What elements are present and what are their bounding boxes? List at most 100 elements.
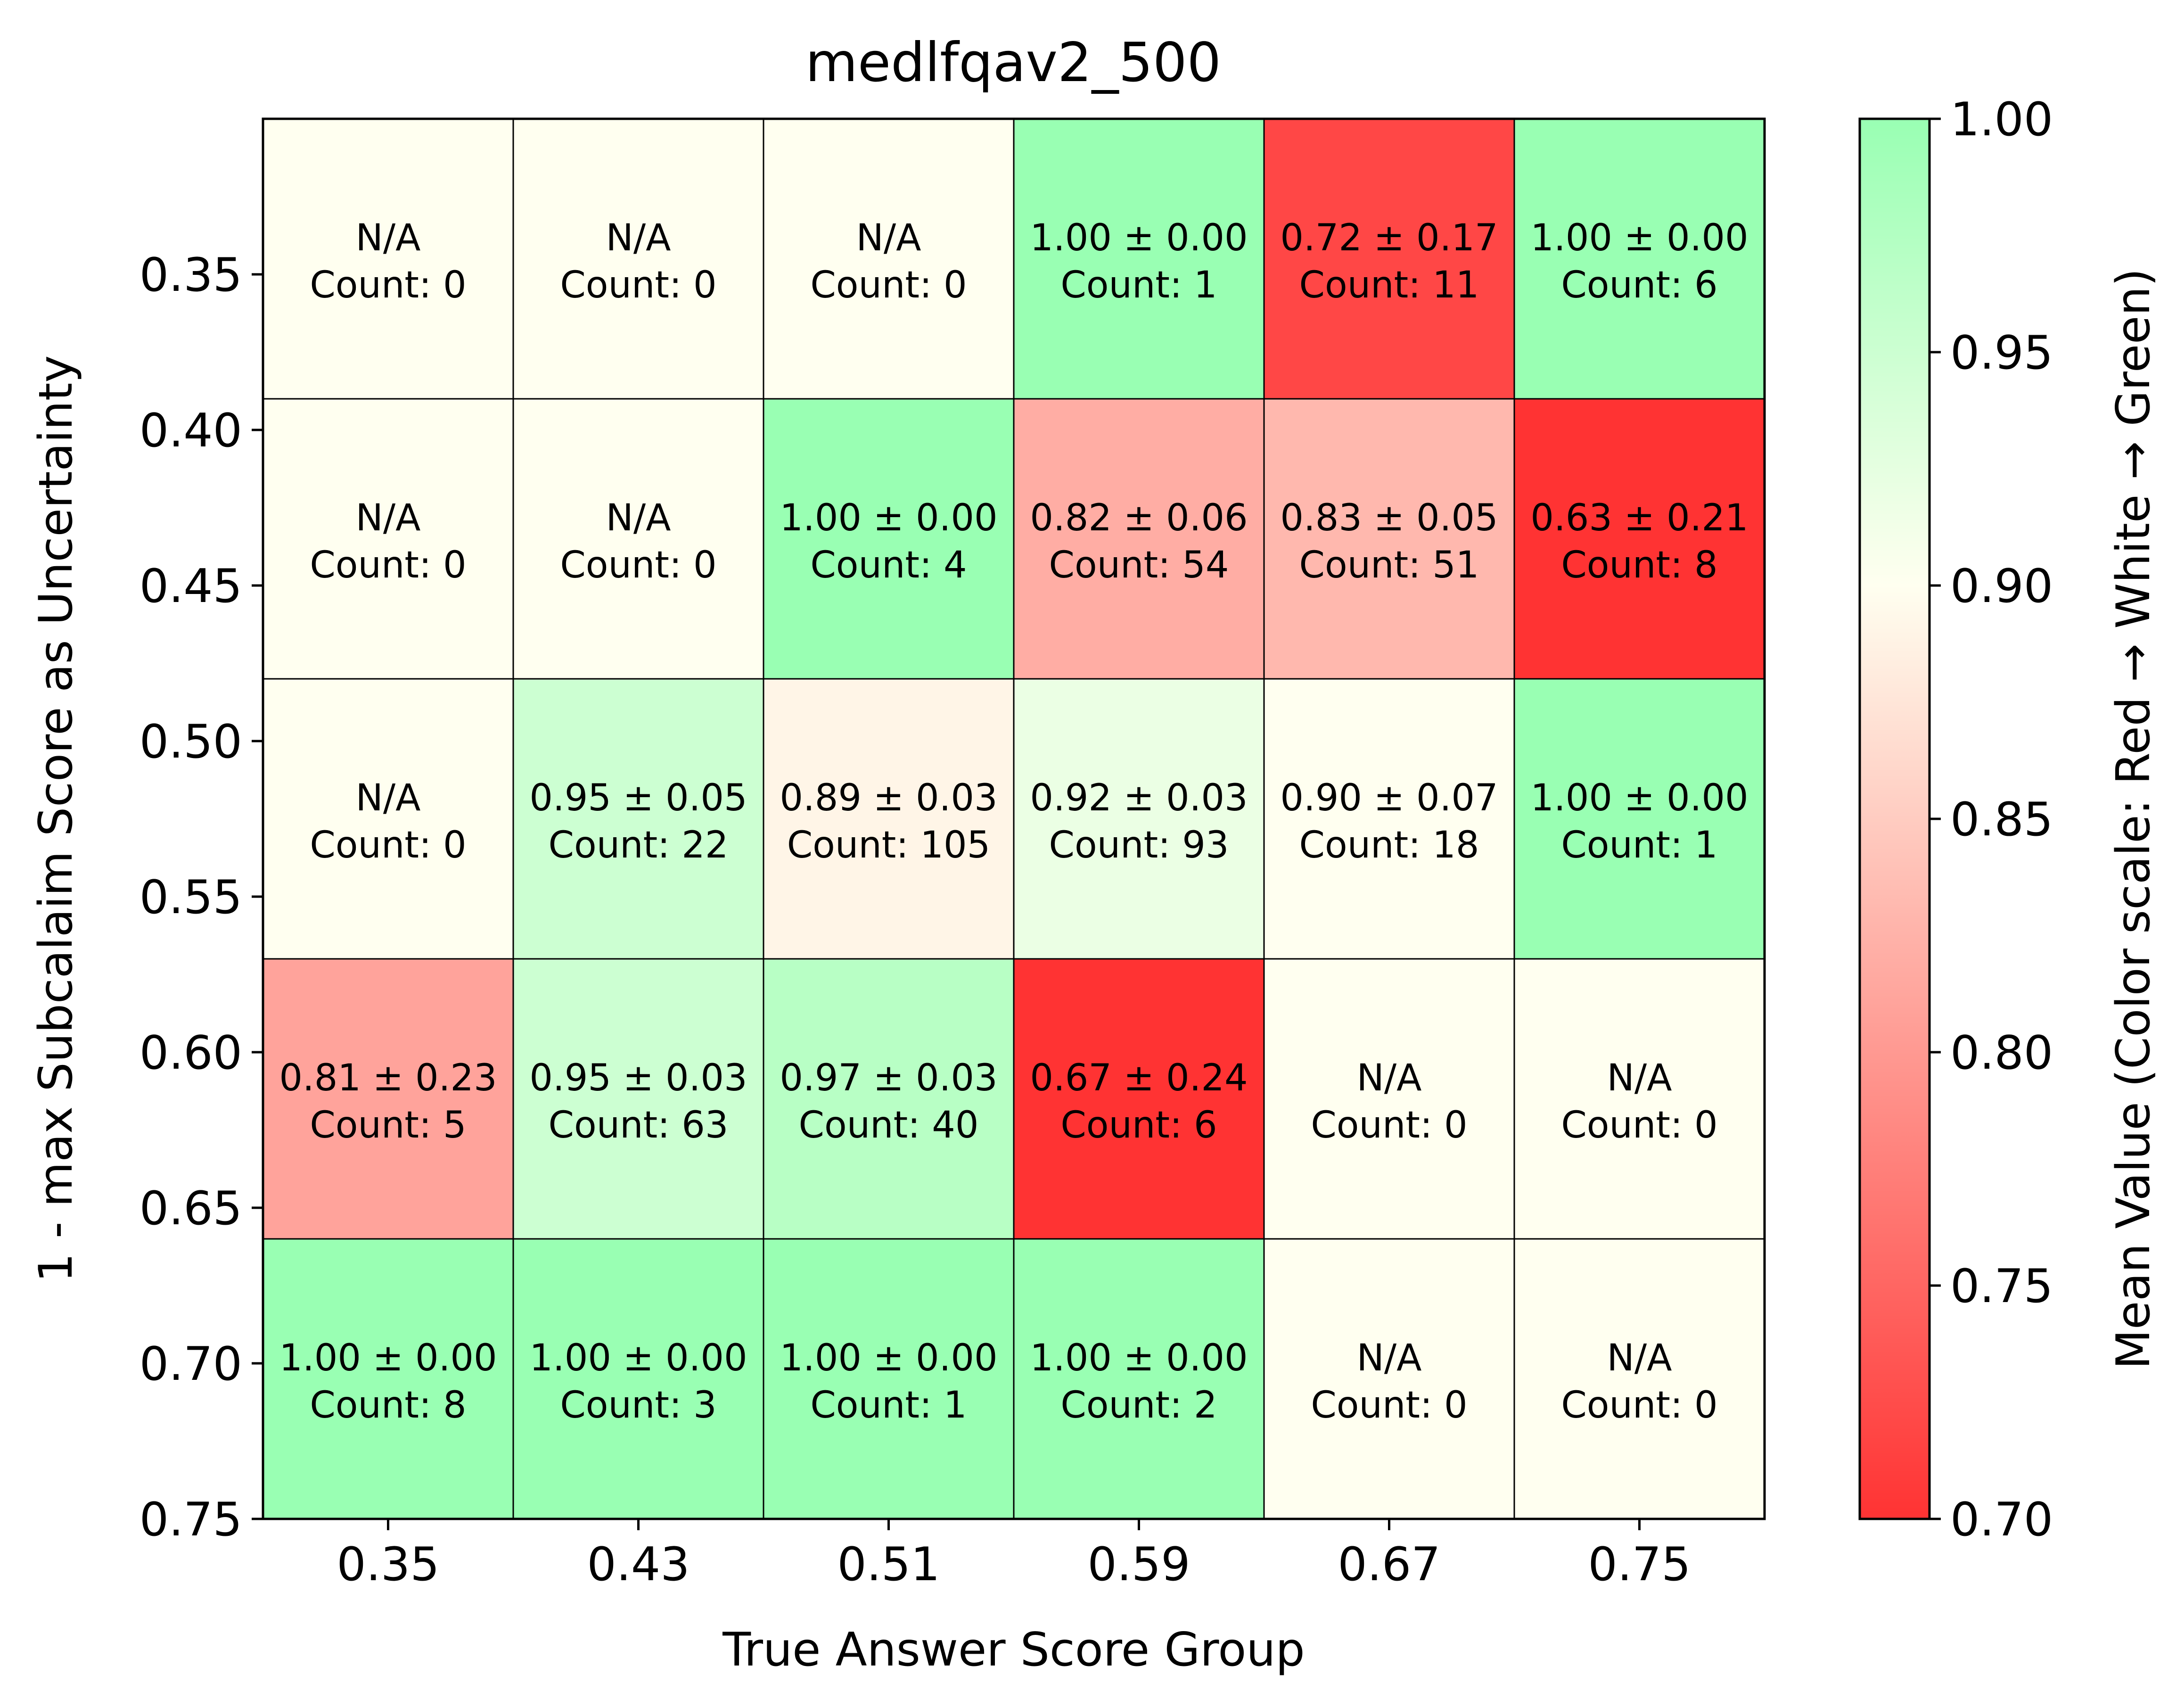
cell-count-label: Count: 18 — [1299, 824, 1479, 866]
cell-count-label: Count: 40 — [799, 1104, 979, 1146]
heatmap-cell — [262, 678, 514, 960]
cell-count-label: Count: 4 — [810, 544, 967, 586]
cell-value-label: N/A — [1607, 1057, 1672, 1099]
heatmap-cell — [763, 1238, 1015, 1520]
cell-value-label: N/A — [356, 497, 421, 539]
cell-value-label: 0.83 ± 0.05 — [1280, 497, 1498, 539]
y-tick-label: 0.45 — [140, 560, 242, 613]
x-tick-label: 0.75 — [1588, 1538, 1691, 1592]
cell-count-label: Count: 0 — [310, 264, 466, 306]
cell-count-label: Count: 93 — [1049, 824, 1229, 866]
cell-value-label: 0.90 ± 0.07 — [1280, 777, 1498, 819]
heatmap-cell — [512, 1238, 764, 1520]
cell-value-label: N/A — [356, 217, 421, 259]
colorbar-ticks: 0.70 0.75 0.80 0.85 0.90 0.95 1.00 — [1929, 93, 2053, 1547]
y-tick-label: 0.40 — [140, 404, 242, 458]
cell-count-label: Count: 1 — [1561, 824, 1717, 866]
cell-count-label: Count: 0 — [810, 264, 967, 306]
y-axis-label: 1 - max Subcalaim Score as Uncertainty — [29, 355, 83, 1283]
heatmap-cell — [1263, 1238, 1515, 1520]
x-axis-label: True Answer Score Group — [722, 1623, 1305, 1677]
cell-count-label: Count: 2 — [1060, 1384, 1217, 1427]
cell-count-label: Count: 0 — [1561, 1384, 1717, 1427]
heatmap-cell — [1513, 678, 1765, 960]
heatmap-cell — [512, 118, 764, 400]
colorbar-tick-label: 0.75 — [1950, 1260, 2053, 1313]
heatmap-cell-labels: N/A Count: 0 N/A Count: 0 N/A Count: 0 1.00 ± … — [279, 217, 1748, 1427]
colorbar-tick-label: 0.90 — [1950, 560, 2053, 613]
cell-value-label: 1.00 ± 0.00 — [1030, 217, 1248, 259]
cell-value-label: N/A — [856, 217, 921, 259]
cell-count-label: Count: 0 — [1311, 1104, 1467, 1146]
cell-count-label: Count: 105 — [787, 824, 991, 866]
cell-count-label: Count: 6 — [1561, 264, 1717, 306]
heatmap-cell — [763, 958, 1015, 1240]
x-axis-ticks: 0.35 0.43 0.51 0.59 0.67 0.75 — [337, 1519, 1691, 1592]
cell-value-label: 1.00 ± 0.00 — [1530, 217, 1748, 259]
cell-count-label: Count: 8 — [1561, 544, 1717, 586]
cell-value-label: 0.72 ± 0.17 — [1280, 217, 1498, 259]
cell-count-label: Count: 0 — [310, 824, 466, 866]
cell-count-label: Count: 0 — [1311, 1384, 1467, 1427]
cell-value-label: 1.00 ± 0.00 — [529, 1337, 747, 1379]
colorbar-label: Mean Value (Color scale: Red → White → G… — [2107, 268, 2160, 1369]
heatmap-cell — [1013, 398, 1265, 680]
heatmap-cell — [512, 678, 764, 960]
y-tick-label: 0.35 — [140, 248, 242, 302]
cell-count-label: Count: 0 — [1561, 1104, 1717, 1146]
cell-count-label: Count: 51 — [1299, 544, 1479, 586]
cell-count-label: Count: 5 — [310, 1104, 466, 1146]
heatmap-cell — [763, 678, 1015, 960]
cell-value-label: N/A — [606, 217, 671, 259]
cell-count-label: Count: 8 — [310, 1384, 466, 1427]
colorbar-tick-label: 0.95 — [1950, 326, 2053, 380]
cell-value-label: 0.67 ± 0.24 — [1030, 1057, 1248, 1099]
colorbar-tick-label: 0.85 — [1950, 793, 2053, 847]
heatmap-cell — [262, 118, 514, 400]
heatmap-cell — [1263, 118, 1515, 400]
cell-value-label: 1.00 ± 0.00 — [780, 497, 997, 539]
heatmap-cell — [1263, 678, 1515, 960]
y-axis-ticks: 0.35 0.40 0.45 0.50 0.55 0.60 0.65 0.70 0.75 — [140, 248, 263, 1547]
y-tick-label: 0.75 — [140, 1493, 242, 1547]
cell-value-label: 1.00 ± 0.00 — [1530, 777, 1748, 819]
cell-value-label: 1.00 ± 0.00 — [279, 1337, 497, 1379]
cell-value-label: 0.97 ± 0.03 — [780, 1057, 997, 1099]
cell-count-label: Count: 0 — [560, 264, 716, 306]
heatmap-cell — [262, 1238, 514, 1520]
y-tick-label: 0.65 — [140, 1182, 242, 1236]
heatmap-cell — [512, 398, 764, 680]
colorbar — [1858, 117, 1931, 1520]
cell-value-label: 0.63 ± 0.21 — [1530, 497, 1748, 539]
y-tick-label: 0.55 — [140, 871, 242, 924]
cell-value-label: N/A — [606, 497, 671, 539]
heatmap-cell — [512, 958, 764, 1240]
cell-value-label: 0.82 ± 0.06 — [1030, 497, 1248, 539]
cell-value-label: 1.00 ± 0.00 — [780, 1337, 997, 1379]
colorbar-tick-label: 1.00 — [1950, 93, 2053, 147]
cell-count-label: Count: 1 — [1060, 264, 1217, 306]
y-tick-label: 0.70 — [140, 1337, 242, 1391]
heatmap-cell — [262, 958, 514, 1240]
cell-count-label: Count: 22 — [549, 824, 729, 866]
heatmap-cells — [262, 118, 1765, 1520]
cell-count-label: Count: 0 — [310, 544, 466, 586]
cell-count-label: Count: 3 — [560, 1384, 716, 1427]
cell-value-label: 0.95 ± 0.03 — [529, 1057, 747, 1099]
x-tick-label: 0.35 — [337, 1538, 439, 1592]
cell-count-label: Count: 0 — [560, 544, 716, 586]
colorbar-tick-label: 0.80 — [1950, 1026, 2053, 1080]
cell-count-label: Count: 6 — [1060, 1104, 1217, 1146]
heatmap-cell — [1013, 678, 1265, 960]
cell-count-label: Count: 63 — [549, 1104, 729, 1146]
heatmap-cell — [1513, 118, 1765, 400]
x-tick-label: 0.51 — [837, 1538, 940, 1592]
heatmap-cell — [1013, 1238, 1265, 1520]
plot-frame — [262, 117, 1766, 1520]
cell-count-label: Count: 54 — [1049, 544, 1229, 586]
cell-value-label: 1.00 ± 0.00 — [1030, 1337, 1248, 1379]
heatmap-cell — [1013, 118, 1265, 400]
x-tick-label: 0.59 — [1087, 1538, 1190, 1592]
cell-value-label: 0.95 ± 0.05 — [529, 777, 747, 819]
